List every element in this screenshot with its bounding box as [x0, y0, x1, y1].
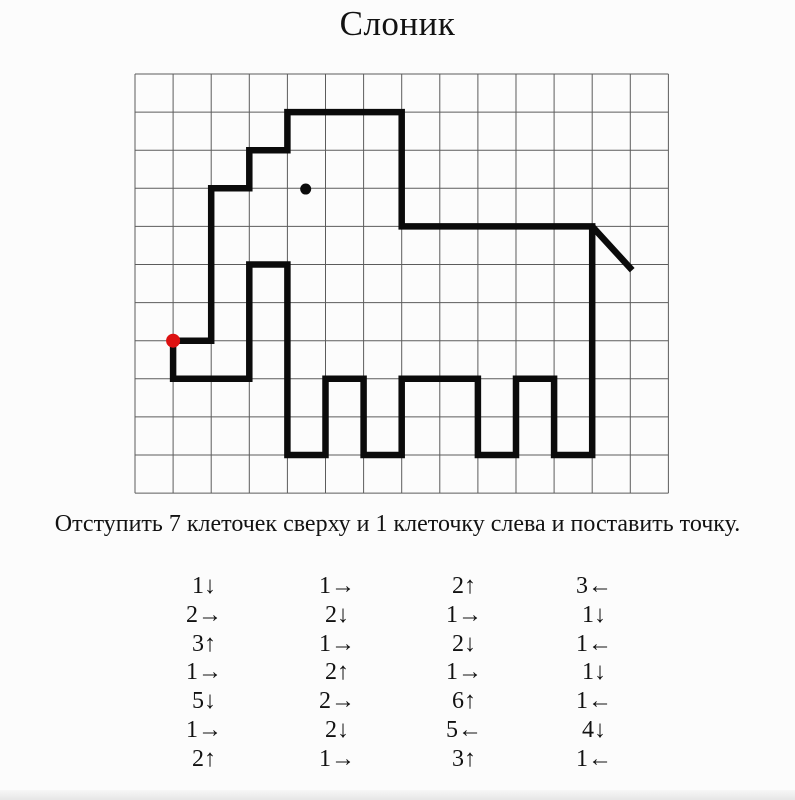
- page-edge-shadow: [0, 790, 795, 800]
- move-step: 1↓: [582, 601, 606, 628]
- move-step: 2↑: [452, 573, 476, 599]
- move-step: 1↓: [582, 659, 606, 686]
- moves-column-3: 2↑ 1→ 2↓ 1→ 6↑ 5← 3↑: [404, 572, 524, 774]
- move-step: 5←: [446, 716, 482, 743]
- move-step: 1←: [576, 630, 612, 657]
- move-step: 1→: [319, 630, 355, 657]
- move-step: 2↑: [325, 659, 349, 686]
- move-step: 1→: [446, 659, 482, 686]
- move-step: 2→: [319, 688, 355, 715]
- move-step: 4↓: [582, 716, 606, 743]
- instruction-text: Отступить 7 клеточек сверху и 1 клеточку…: [54, 511, 741, 537]
- move-step: 1←: [576, 745, 612, 772]
- elephant-tail-line: [589, 224, 635, 273]
- elephant-grid-drawing: [134, 73, 669, 494]
- move-step: 2↓: [325, 716, 349, 743]
- move-step: 5↓: [192, 688, 216, 715]
- move-step: 2↑: [192, 745, 216, 772]
- move-step: 6↑: [452, 688, 476, 715]
- moves-column-1: 1↓ 2→ 3↑ 1→ 5↓ 1→ 2↑: [144, 572, 264, 774]
- page-title: Слоник: [339, 4, 456, 43]
- move-step: 2→: [186, 601, 222, 628]
- moves-column-2: 1→ 2↓ 1→ 2↑ 2→ 2↓ 1→: [277, 572, 397, 774]
- move-step: 3←: [576, 573, 612, 599]
- move-step: 1←: [576, 688, 612, 715]
- move-step: 1→: [319, 745, 355, 772]
- move-step: 1→: [446, 601, 482, 628]
- move-step: 1→: [186, 659, 222, 686]
- moves-column-4: 3← 1↓ 1← 1↓ 1← 4↓ 1←: [534, 572, 654, 774]
- move-step: 1→: [186, 716, 222, 743]
- move-step: 1→: [319, 573, 355, 599]
- move-step: 1↓: [192, 573, 216, 599]
- move-step: 2↓: [452, 630, 476, 657]
- start-point-dot: [166, 333, 181, 348]
- move-step: 3↑: [192, 630, 216, 657]
- elephant-eye-dot: [300, 183, 312, 195]
- elephant-outline-path: [169, 108, 596, 459]
- move-step: 2↓: [325, 601, 349, 628]
- move-step: 3↑: [452, 745, 476, 772]
